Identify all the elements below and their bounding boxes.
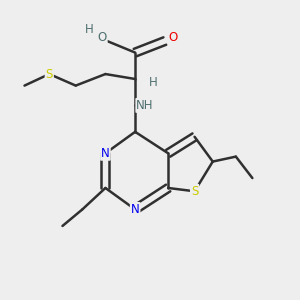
Text: S: S	[191, 185, 198, 198]
Text: S: S	[46, 68, 53, 80]
Text: H: H	[149, 76, 158, 89]
Text: N: N	[131, 203, 140, 216]
Text: O: O	[169, 31, 178, 44]
Text: N: N	[101, 147, 110, 160]
Text: NH: NH	[136, 99, 154, 112]
Text: H: H	[85, 23, 93, 36]
Text: O: O	[98, 31, 107, 44]
